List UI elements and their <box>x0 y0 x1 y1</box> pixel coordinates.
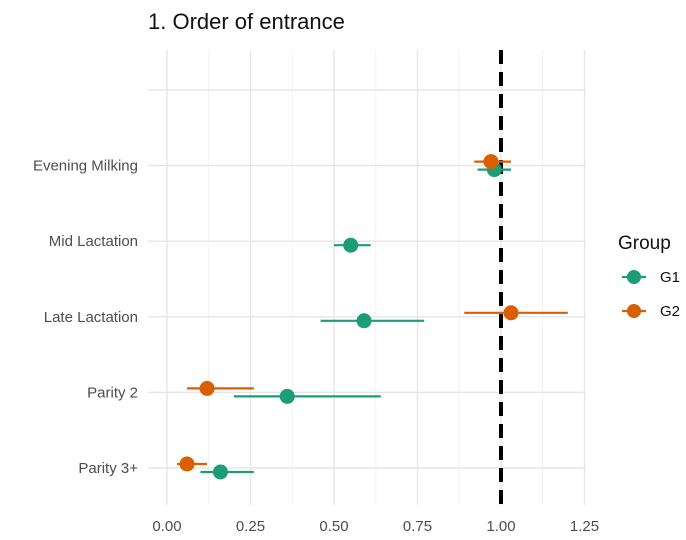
y-tick-label: Evening Milking <box>33 158 138 175</box>
axis-labels: 0.00 0.25 0.50 0.75 1.00 1.25 Evening Milking M… <box>33 158 599 535</box>
legend-title: Group <box>618 233 671 254</box>
x-tick-label: 1.25 <box>570 518 599 535</box>
data-point <box>179 456 195 472</box>
x-tick-label: 1.00 <box>486 518 515 535</box>
y-tick-label: Mid Lactation <box>49 233 138 250</box>
y-tick-label: Parity 2 <box>87 384 138 401</box>
x-tick-label: 0.00 <box>152 518 181 535</box>
legend-key-point <box>627 270 641 284</box>
legend-label: G2 <box>660 303 680 320</box>
data-point <box>343 237 359 253</box>
data-point <box>279 388 295 404</box>
data-layer <box>177 154 568 480</box>
data-point <box>483 154 499 170</box>
x-tick-label: 0.50 <box>319 518 348 535</box>
y-tick-label: Late Lactation <box>44 309 138 326</box>
chart-title: 1. Order of entrance <box>148 9 345 34</box>
data-point <box>212 464 228 480</box>
y-tick-label: Parity 3+ <box>78 460 138 477</box>
grid <box>148 50 586 505</box>
legend-key-point <box>627 304 641 318</box>
data-point <box>356 313 372 329</box>
legend: Group G1 G2 <box>618 233 680 320</box>
data-point <box>199 380 215 396</box>
data-point <box>503 305 519 321</box>
x-tick-label: 0.75 <box>403 518 432 535</box>
x-tick-label: 0.25 <box>236 518 265 535</box>
legend-label: G1 <box>660 269 680 286</box>
